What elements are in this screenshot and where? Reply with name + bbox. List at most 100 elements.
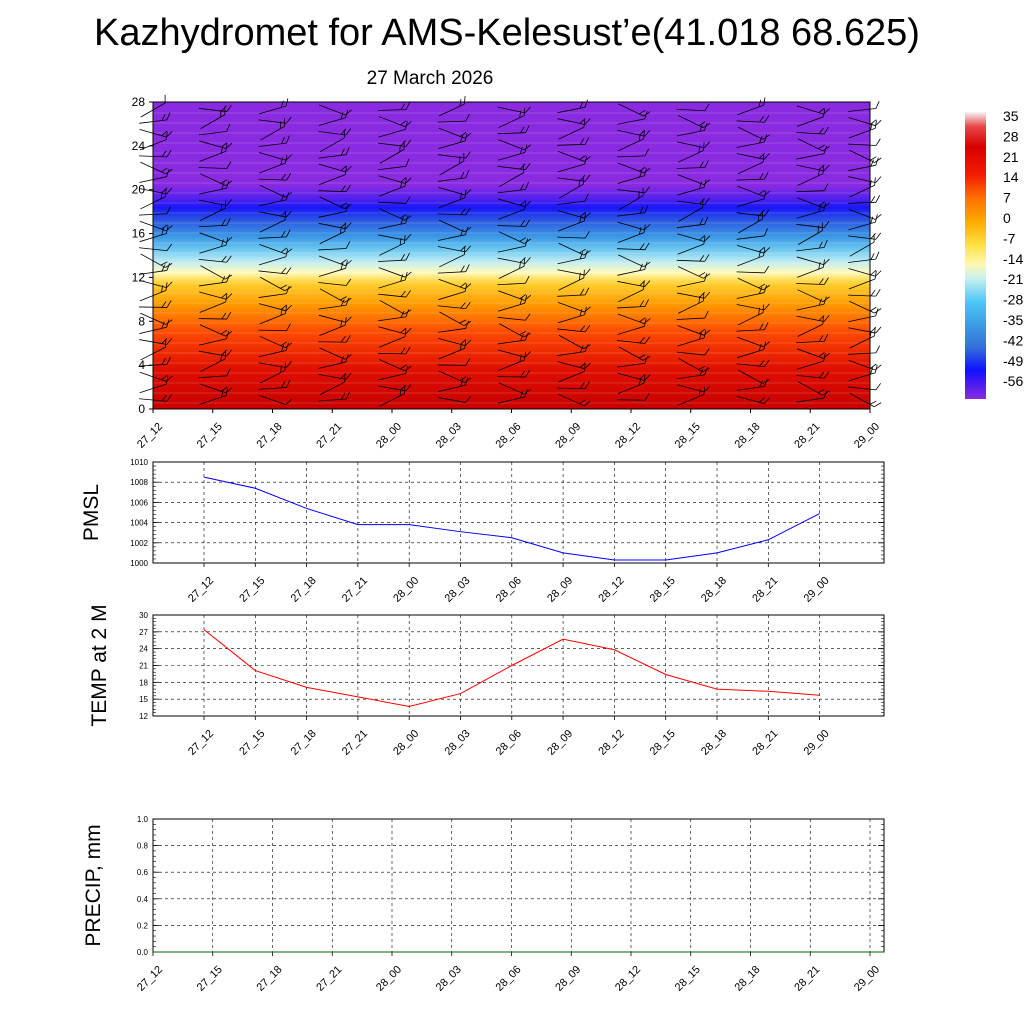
wind-barb-feather: [519, 261, 521, 269]
wind-barb-shaft: [319, 381, 345, 396]
wind-barb: [797, 138, 830, 152]
wind-barb: [319, 223, 346, 245]
wind-barb-feather: [763, 134, 768, 143]
y-tick-label: 0.2: [137, 921, 149, 930]
wind-barb: [259, 395, 293, 405]
wind-barb-feather: [286, 173, 292, 181]
wind-barb-feather: [759, 323, 764, 331]
wind-barb-feather: [399, 144, 401, 152]
wind-barb-feather: [764, 265, 770, 274]
wind-barb-feather: [643, 318, 647, 327]
wind-barb-shaft: [437, 120, 466, 123]
wind-barb: [379, 234, 406, 256]
wind-barb-shaft: [677, 243, 704, 255]
wind-barb: [378, 365, 409, 381]
wind-barb-feather: [875, 251, 880, 260]
wind-barb: [497, 369, 530, 378]
wind-barb-feather: [220, 329, 228, 335]
wind-barb: [319, 373, 346, 396]
x-tick-label: 28_03: [434, 421, 464, 451]
wind-barb-feather: [460, 228, 464, 236]
wind-barb: [198, 368, 231, 379]
wind-barb: [199, 331, 230, 346]
x-tick-label: 27_15: [195, 964, 225, 994]
wind-barb: [319, 129, 345, 153]
wind-barb-feather: [579, 252, 584, 260]
wind-barb: [848, 308, 879, 323]
wind-barb-feather: [281, 381, 286, 388]
wind-barb-feather: [285, 304, 292, 312]
wind-barb: [497, 163, 531, 171]
x-tick-label: 28_18: [733, 964, 763, 994]
wind-barb: [497, 332, 529, 345]
colorbar-labels: 35 28 21 14 7 0 -7 -14 -21 -28 -35 -42 -49 -56: [1003, 108, 1023, 389]
wind-barb: [848, 100, 880, 112]
wind-barb: [736, 378, 768, 391]
wind-barb-feather: [220, 203, 223, 211]
wind-barb-feather: [762, 154, 765, 163]
wind-barb-shaft: [737, 126, 764, 140]
wind-barb-feather: [823, 353, 826, 362]
wind-barb-feather: [161, 394, 167, 402]
wind-barb-feather: [403, 141, 405, 150]
wind-barb: [676, 122, 708, 137]
wind-barb-shaft: [378, 336, 406, 348]
wind-barb-feather: [823, 239, 828, 248]
wind-barb-shaft: [499, 172, 524, 187]
wind-barb-shaft: [497, 349, 526, 358]
wind-barb-shaft: [259, 395, 286, 405]
y-tick-label: 1004: [130, 519, 148, 528]
wind-barb-feather: [404, 365, 412, 372]
wind-barb-feather: [759, 209, 765, 216]
wind-barb-feather: [166, 187, 173, 195]
wind-barb-feather: [644, 186, 651, 194]
colorbar-label: -21: [1003, 271, 1023, 287]
wind-barb-feather: [226, 217, 231, 226]
wind-barb-feather: [344, 166, 347, 175]
wind-barb-feather: [345, 241, 351, 249]
wind-barb: [498, 201, 527, 220]
x-tick-label: 27_18: [289, 575, 319, 605]
wind-barb-feather: [284, 362, 286, 371]
wind-barb: [796, 108, 826, 127]
wind-barb-feather: [762, 284, 771, 291]
wind-barb: [259, 154, 288, 174]
wind-barb-feather: [340, 112, 344, 120]
wind-barb-feather: [870, 289, 876, 297]
wind-barb-shaft: [198, 167, 227, 169]
wind-barb-feather: [405, 365, 409, 374]
wind-barb-feather: [345, 203, 349, 212]
wind-barb: [616, 242, 650, 251]
wind-barb-shaft: [847, 352, 877, 355]
wind-barb-feather: [584, 231, 590, 239]
wind-barb-feather: [759, 380, 763, 388]
wind-barb-feather: [225, 142, 233, 149]
wind-barb-feather: [758, 283, 766, 289]
wind-barb-feather: [345, 316, 352, 323]
wind-barb: [736, 171, 769, 181]
wind-barb-feather: [345, 222, 352, 229]
wind-barb-shaft: [438, 186, 466, 196]
wind-barb-feather: [704, 254, 710, 262]
wind-barb-feather: [584, 250, 588, 259]
wind-barb-feather: [285, 398, 293, 405]
wind-barb-feather: [759, 172, 764, 180]
wind-barb: [437, 151, 471, 159]
wind-barb-feather: [460, 135, 463, 143]
wind-barb: [557, 344, 589, 356]
x-tick-label: 27_18: [255, 421, 285, 451]
wind-barb-feather: [579, 248, 586, 254]
wind-barb: [676, 254, 710, 262]
wind-barb-feather: [644, 299, 649, 307]
wind-barb: [497, 313, 531, 321]
wind-barb: [437, 358, 471, 366]
wind-barb: [377, 346, 411, 355]
wind-barb: [379, 208, 412, 221]
wind-barb-feather: [763, 303, 770, 311]
wind-barb-feather: [704, 216, 709, 225]
wind-barb-feather: [524, 351, 531, 358]
wind-barb: [198, 105, 232, 113]
wind-barb: [378, 158, 410, 171]
wind-barb-feather: [463, 246, 466, 255]
wind-barb-feather: [345, 165, 352, 173]
